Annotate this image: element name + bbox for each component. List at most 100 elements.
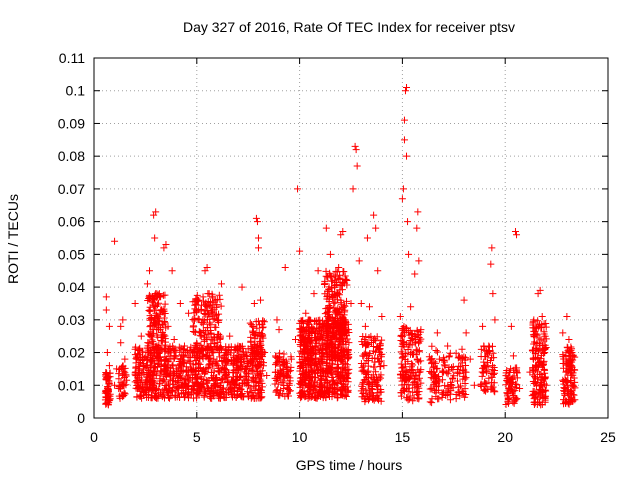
data-point xyxy=(119,391,127,399)
dense-marker xyxy=(560,384,568,392)
dense-marker xyxy=(162,338,170,346)
data-point xyxy=(491,316,499,324)
dense-marker xyxy=(480,361,488,369)
dense-marker xyxy=(406,373,414,381)
dense-marker xyxy=(415,395,423,403)
data-point xyxy=(396,313,404,321)
dense-marker xyxy=(143,373,151,381)
dense-marker xyxy=(133,393,141,401)
dense-marker xyxy=(432,347,440,355)
dense-marker xyxy=(329,321,337,329)
dense-marker xyxy=(319,320,327,328)
dense-marker xyxy=(329,341,337,349)
dense-marker xyxy=(257,360,265,368)
dense-marker xyxy=(260,318,268,326)
data-point xyxy=(470,381,478,389)
dense-marker xyxy=(160,331,168,339)
dense-marker xyxy=(102,368,110,376)
dense-marker xyxy=(213,389,221,397)
dense-marker xyxy=(158,346,166,354)
chart-title: Day 327 of 2016, Rate Of TEC Index for r… xyxy=(183,19,515,35)
data-point xyxy=(378,313,386,321)
dense-marker xyxy=(154,344,162,352)
dense-marker xyxy=(538,341,546,349)
data-point xyxy=(135,385,143,393)
dense-marker xyxy=(296,364,304,372)
dense-marker xyxy=(406,374,414,382)
data-point xyxy=(281,263,289,271)
dense-marker xyxy=(369,395,377,403)
dense-marker xyxy=(323,378,331,386)
data-point xyxy=(238,283,246,291)
dense-marker xyxy=(238,392,246,400)
data-point xyxy=(540,349,548,357)
dense-marker xyxy=(339,267,347,275)
dense-marker xyxy=(331,354,339,362)
dense-marker xyxy=(345,339,353,347)
dense-marker xyxy=(328,359,336,367)
dense-marker xyxy=(542,343,550,351)
dense-marker xyxy=(258,367,266,375)
data-point xyxy=(273,316,281,324)
dense-marker xyxy=(192,389,200,397)
dense-marker xyxy=(367,332,375,340)
dense-marker xyxy=(405,341,413,349)
dense-marker xyxy=(236,373,244,381)
dense-marker xyxy=(242,348,250,356)
dense-marker xyxy=(345,365,353,373)
dense-marker xyxy=(286,367,294,375)
dense-marker xyxy=(504,390,512,398)
dense-marker xyxy=(428,368,436,376)
dense-marker xyxy=(461,379,469,387)
data-point xyxy=(401,87,409,95)
y-tick-label: 0.04 xyxy=(58,279,85,295)
data-point xyxy=(458,345,466,353)
dense-marker xyxy=(216,386,224,394)
dense-marker xyxy=(309,385,317,393)
dense-marker xyxy=(365,380,373,388)
dense-marker xyxy=(251,330,259,338)
data-point xyxy=(117,322,125,330)
data-point xyxy=(335,263,343,271)
dense-marker xyxy=(314,366,322,374)
dense-marker xyxy=(206,319,214,327)
dense-marker xyxy=(172,352,180,360)
dense-marker xyxy=(400,331,408,339)
dense-marker xyxy=(279,372,287,380)
data-point xyxy=(102,293,110,301)
dense-marker xyxy=(139,354,147,362)
dense-marker xyxy=(317,373,325,381)
data-point xyxy=(121,355,129,363)
dense-marker xyxy=(456,370,464,378)
dense-marker xyxy=(210,305,218,313)
dense-marker xyxy=(161,332,169,340)
dense-marker xyxy=(180,359,188,367)
dense-marker xyxy=(375,396,383,404)
dense-marker xyxy=(321,383,329,391)
dense-marker xyxy=(315,339,323,347)
dense-marker xyxy=(233,391,241,399)
dense-marker xyxy=(481,353,489,361)
dense-marker xyxy=(502,381,510,389)
dense-marker xyxy=(210,367,218,375)
x-tick-label: 0 xyxy=(90,429,98,445)
data-point xyxy=(413,224,421,232)
dense-marker xyxy=(440,356,448,364)
dense-marker xyxy=(180,359,188,367)
dense-marker xyxy=(441,362,449,370)
data-point xyxy=(242,365,250,373)
dense-marker xyxy=(457,382,465,390)
dense-marker xyxy=(172,346,180,354)
dense-marker xyxy=(211,323,219,331)
data-point xyxy=(310,290,318,298)
dense-marker-cloud xyxy=(101,267,579,409)
dense-marker xyxy=(512,395,520,403)
dense-marker xyxy=(439,376,447,384)
dense-marker xyxy=(504,399,512,407)
dense-marker xyxy=(301,334,309,342)
data-point xyxy=(287,355,295,363)
data-point xyxy=(466,355,474,363)
data-point xyxy=(448,381,456,389)
dense-marker xyxy=(200,309,208,317)
data-point xyxy=(164,322,172,330)
